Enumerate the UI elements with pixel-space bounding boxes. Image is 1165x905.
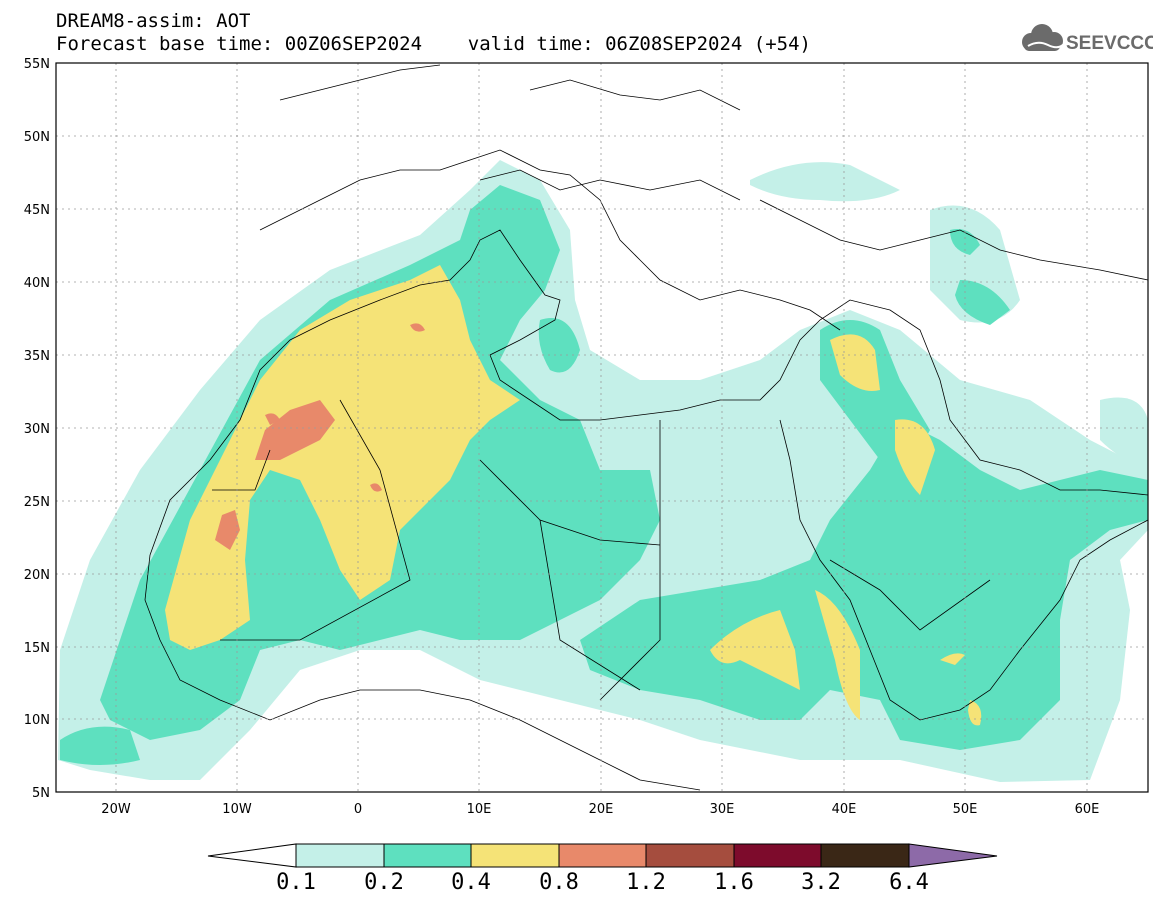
colorbar-swatch [733, 843, 822, 868]
lat-tick-label: 35N [24, 349, 50, 364]
plot-frame [55, 62, 1149, 793]
lat-tick-labels: 55N 50N 45N 40N 35N 30N 25N 20N 15N 10N … [24, 57, 50, 801]
lat-tick-label: 25N [24, 495, 50, 510]
colorbar-label: 0.4 [451, 870, 491, 895]
lon-tick-label: 0 [354, 802, 362, 817]
lon-tick-label: 10W [222, 802, 252, 817]
colorbar-swatch [207, 843, 297, 868]
colorbar-label: 3.2 [801, 870, 841, 895]
lat-tick-label: 30N [24, 422, 50, 437]
lat-tick-label: 10N [24, 713, 50, 728]
colorbar-swatch [645, 843, 735, 868]
lat-tick-label: 40N [24, 276, 50, 291]
colorbar-swatch [558, 843, 647, 868]
colorbar-swatch [470, 843, 560, 868]
lat-tick-label: 5N [32, 786, 50, 801]
colorbar-label: 6.4 [889, 870, 929, 895]
colorbar-label: 0.8 [539, 870, 579, 895]
gridlines [56, 63, 1148, 792]
forecast-time-line: Forecast base time: 00Z06SEP2024 valid t… [56, 33, 811, 55]
lon-tick-label: 20W [101, 802, 131, 817]
colorbar-swatch [383, 843, 472, 868]
lat-tick-label: 50N [24, 130, 50, 145]
seevccc-logo: SEEVCCC [1022, 24, 1153, 54]
lat-tick-label: 45N [24, 203, 50, 218]
colorbar [207, 843, 998, 868]
colorbar-label: 0.1 [276, 870, 316, 895]
logo-text: SEEVCCC [1066, 33, 1153, 54]
coastlines-borders [144, 64, 1148, 791]
lat-tick-label: 15N [24, 641, 50, 656]
lon-tick-label: 50E [953, 802, 978, 817]
lat-tick-label: 20N [24, 568, 50, 583]
lon-tick-label: 60E [1075, 802, 1100, 817]
colorbar-swatch [820, 843, 910, 868]
colorbar-label: 0.2 [364, 870, 404, 895]
lon-tick-labels: 20W 10W 0 10E 20E 30E 40E 50E 60E [101, 802, 1099, 817]
aot-band-0.4-0.8 [165, 265, 982, 726]
lon-tick-label: 10E [467, 802, 492, 817]
colorbar-swatch [295, 843, 385, 868]
lon-tick-label: 20E [589, 802, 614, 817]
lon-tick-label: 30E [710, 802, 735, 817]
aot-band-0.8-1.2 [215, 323, 425, 550]
lon-tick-label: 40E [832, 802, 857, 817]
colorbar-label: 1.2 [626, 870, 666, 895]
lat-tick-label: 55N [24, 57, 50, 72]
colorbar-label: 1.6 [714, 870, 754, 895]
colorbar-swatch [908, 843, 998, 868]
map-title: DREAM8-assim: AOT [56, 10, 251, 32]
aot-field [58, 64, 1148, 791]
